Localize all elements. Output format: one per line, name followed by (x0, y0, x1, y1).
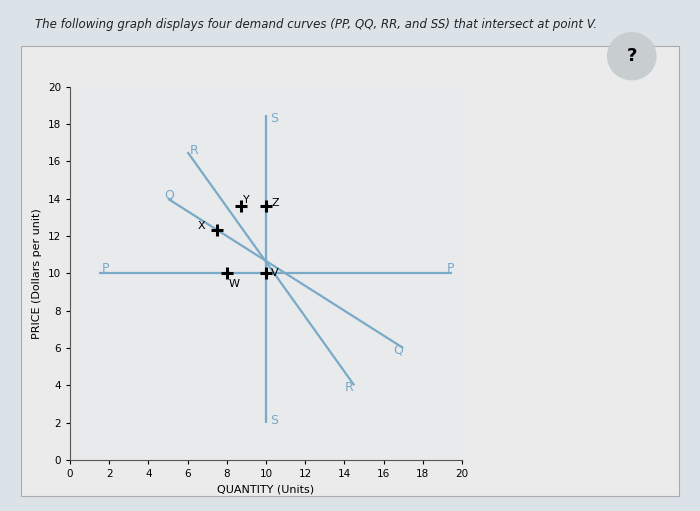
X-axis label: QUANTITY (Units): QUANTITY (Units) (218, 484, 314, 495)
Text: Z: Z (272, 198, 279, 208)
Text: R: R (344, 381, 354, 393)
Text: W: W (229, 280, 240, 289)
Text: The following graph displays four demand curves (PP, QQ, RR, and SS) that inters: The following graph displays four demand… (35, 18, 597, 31)
Text: ?: ? (626, 47, 637, 65)
Text: S: S (270, 112, 278, 125)
Text: Q: Q (164, 189, 174, 201)
Circle shape (608, 33, 656, 80)
Text: Q: Q (393, 343, 403, 356)
Text: Y: Y (244, 195, 250, 204)
Text: S: S (270, 414, 278, 427)
FancyBboxPatch shape (21, 46, 679, 496)
Y-axis label: PRICE (Dollars per unit): PRICE (Dollars per unit) (32, 208, 42, 339)
Text: P: P (447, 262, 454, 275)
Text: X: X (197, 221, 205, 230)
Text: P: P (102, 262, 109, 275)
Text: V: V (271, 268, 279, 278)
Text: R: R (190, 144, 198, 157)
